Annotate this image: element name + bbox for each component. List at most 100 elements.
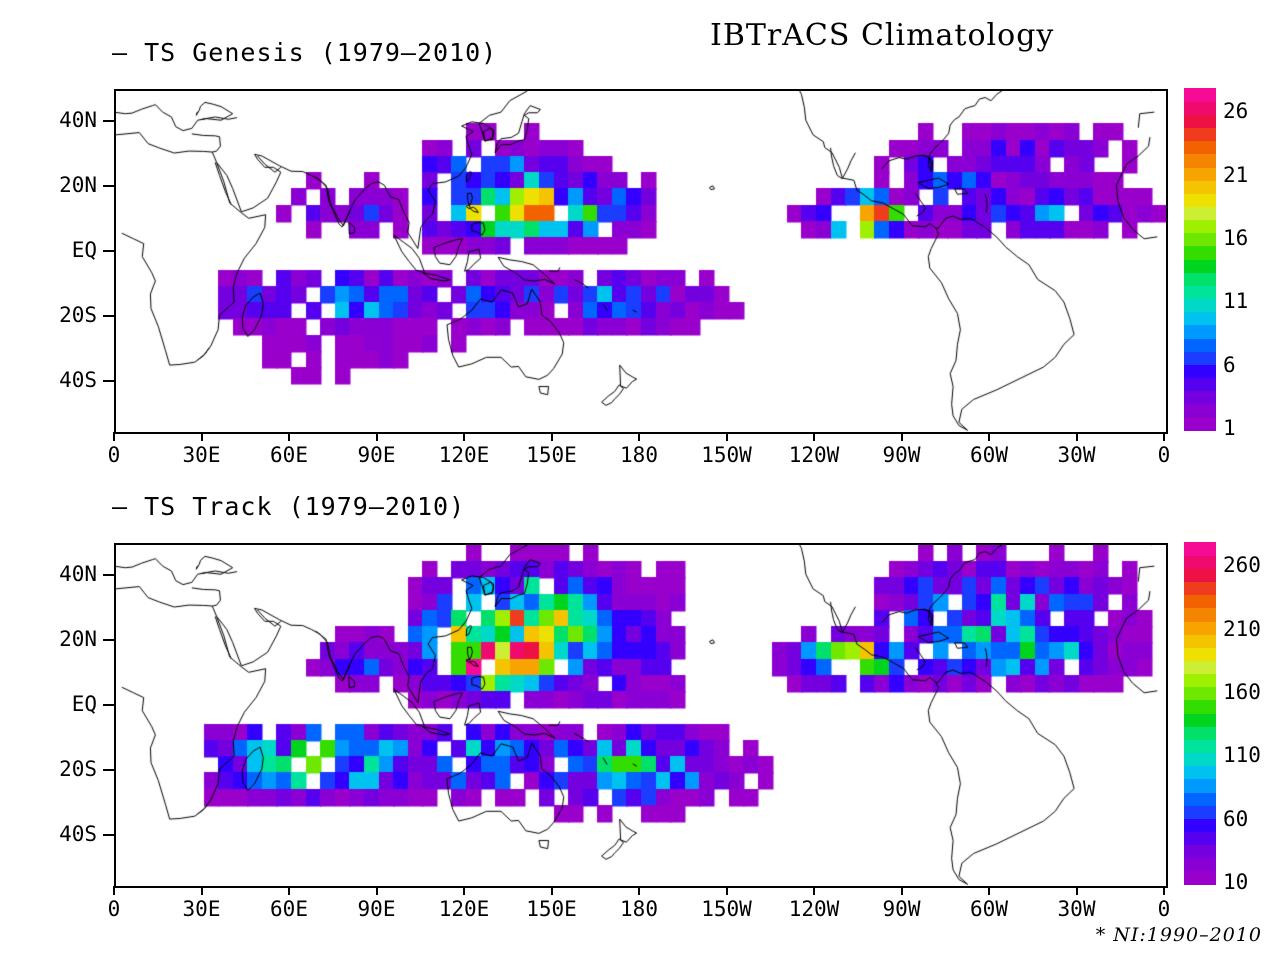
- y-tick-label: 40N: [59, 562, 97, 587]
- y-tickmark: [103, 769, 114, 772]
- colorbar-segment: [1184, 555, 1216, 569]
- colorbar-segment: [1184, 726, 1216, 740]
- x-tick-label: 150E: [526, 897, 577, 921]
- colorbar-tick-label: 16: [1223, 226, 1249, 250]
- x-tickmark: [113, 432, 115, 441]
- colorbar-segment: [1184, 311, 1216, 326]
- colorbar-segment: [1184, 542, 1216, 556]
- colorbar-tick-label: 21: [1223, 162, 1249, 187]
- colorbar-segment: [1184, 568, 1216, 583]
- x-tick-label: 90W: [882, 897, 921, 921]
- x-tickmark: [1163, 886, 1165, 895]
- x-tick-label: 120E: [438, 897, 490, 921]
- colorbar-segment: [1184, 805, 1216, 819]
- colorbar-segment: [1184, 219, 1216, 234]
- colorbar-segment: [1184, 298, 1216, 313]
- coastlines-track: [116, 545, 1166, 886]
- colorbar-segment: [1184, 778, 1216, 793]
- colorbar-segment: [1184, 818, 1216, 832]
- colorbar-segment: [1184, 193, 1216, 207]
- x-tick-label: 120E: [438, 443, 490, 467]
- x-tick-label: 0: [1157, 897, 1171, 921]
- y-tickmark: [103, 704, 114, 707]
- colorbar-segment: [1184, 634, 1216, 648]
- x-tick-label: 60W: [970, 443, 1008, 467]
- colorbar-segment: [1184, 390, 1216, 405]
- x-tick-label: 90E: [357, 897, 396, 921]
- y-tick-label: EQ: [71, 238, 97, 263]
- colorbar-segment: [1184, 245, 1216, 260]
- x-tick-label: 30E: [182, 897, 221, 921]
- colorbar-segment: [1184, 791, 1216, 806]
- colorbar-tick-label: 60: [1223, 806, 1249, 831]
- footnote: * NI:1990–2010: [1095, 924, 1262, 946]
- x-tickmark: [988, 886, 990, 895]
- colorbar-tick-label: 6: [1223, 352, 1236, 377]
- x-tickmark: [200, 432, 203, 441]
- colorbar-tick-label: 10: [1223, 870, 1249, 894]
- y-tick-label: 40N: [59, 108, 97, 133]
- x-tickmark: [463, 886, 465, 895]
- y-tickmark: [103, 834, 114, 837]
- y-tickmark: [103, 380, 114, 383]
- x-tick-label: 60E: [270, 897, 308, 921]
- colorbar-segment: [1184, 232, 1216, 247]
- colorbar-segment: [1184, 831, 1216, 846]
- x-tickmark: [900, 886, 903, 895]
- y-tickmark: [103, 120, 114, 123]
- y-tick-label: 20N: [59, 173, 97, 198]
- map-plot-track[interactable]: [114, 543, 1168, 888]
- x-tickmark: [1075, 886, 1078, 895]
- y-tick-label: 40S: [59, 822, 97, 847]
- x-tickmark: [725, 432, 728, 441]
- colorbar-segment: [1184, 660, 1216, 675]
- x-tick-label: 180: [620, 443, 658, 467]
- x-tick-label: 90W: [882, 443, 921, 467]
- colorbar-segment: [1184, 88, 1216, 102]
- colorbar-segment: [1184, 127, 1216, 142]
- y-tick-label: 40S: [59, 368, 97, 393]
- x-tickmark: [288, 886, 290, 895]
- x-tick-label: 180: [620, 897, 658, 921]
- colorbar-segment: [1184, 686, 1216, 701]
- panel-title-genesis: — TS Genesis (1979–2010): [112, 38, 498, 67]
- map-plot-genesis[interactable]: [114, 89, 1168, 434]
- x-tickmark: [813, 432, 815, 441]
- x-tickmark: [1075, 432, 1078, 441]
- x-tickmark: [725, 886, 728, 895]
- x-tick-label: 60E: [270, 443, 308, 467]
- x-tickmark: [900, 432, 903, 441]
- colorbar-tick-label: 26: [1223, 99, 1249, 124]
- x-tick-label: 150W: [701, 897, 752, 921]
- x-tickmark: [813, 886, 815, 895]
- x-tick-label: 0: [107, 897, 121, 921]
- x-tickmark: [375, 886, 378, 895]
- x-tickmark: [550, 886, 553, 895]
- colorbar-segment: [1184, 607, 1216, 622]
- coastlines-genesis: [116, 91, 1166, 432]
- colorbar-tick-label: 160: [1223, 680, 1261, 704]
- colorbar-segment: [1184, 180, 1216, 194]
- colorbar-segment: [1184, 620, 1216, 635]
- x-tickmark: [463, 432, 465, 441]
- colorbar-segment: [1184, 114, 1216, 129]
- colorbar-segment: [1184, 364, 1216, 378]
- panel-title-track: — TS Track (1979–2010): [112, 492, 466, 521]
- colorbar-segment: [1184, 752, 1216, 767]
- x-tickmark: [288, 432, 290, 441]
- x-tickmark: [113, 886, 115, 895]
- colorbar-track[interactable]: [1184, 542, 1216, 885]
- y-tick-label: 20S: [59, 303, 97, 328]
- colorbar-genesis[interactable]: [1184, 88, 1216, 431]
- x-tickmark: [1163, 432, 1165, 441]
- colorbar-segment: [1184, 673, 1216, 688]
- colorbar-segment: [1184, 140, 1216, 155]
- colorbar-segment: [1184, 416, 1216, 431]
- colorbar-segment: [1184, 259, 1216, 273]
- colorbar-tick-label: 260: [1223, 553, 1261, 578]
- colorbar-segment: [1184, 272, 1216, 286]
- colorbar-segment: [1184, 765, 1216, 780]
- colorbar-tick-label: 210: [1223, 616, 1261, 641]
- colorbar-segment: [1184, 166, 1216, 181]
- x-tickmark: [200, 886, 203, 895]
